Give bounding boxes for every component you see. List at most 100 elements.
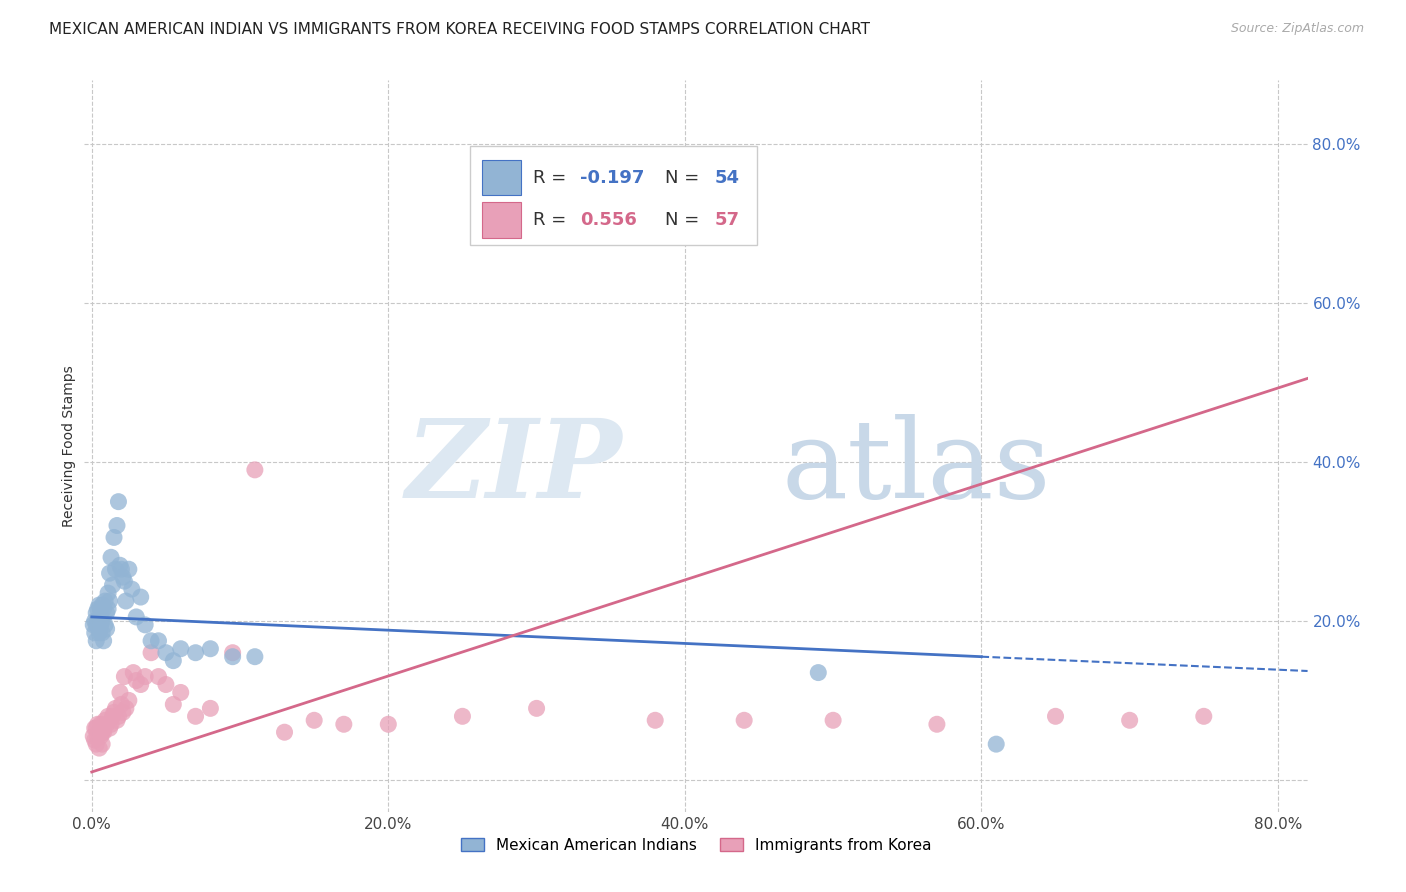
- Point: [162, 698, 184, 712]
- Text: -0.197: -0.197: [579, 169, 644, 186]
- Point: [162, 654, 184, 668]
- Point: [148, 669, 170, 683]
- Point: [86, 602, 108, 616]
- Point: [100, 717, 122, 731]
- Point: [110, 698, 132, 712]
- FancyBboxPatch shape: [482, 202, 522, 237]
- Point: [221, 649, 243, 664]
- Point: [89, 598, 111, 612]
- Point: [82, 729, 104, 743]
- Point: [83, 721, 105, 735]
- Point: [84, 618, 107, 632]
- Point: [93, 633, 115, 648]
- Point: [139, 633, 162, 648]
- Point: [83, 733, 105, 747]
- Point: [93, 725, 115, 739]
- Point: [139, 646, 162, 660]
- Legend: Mexican American Indians, Immigrants from Korea: Mexican American Indians, Immigrants fro…: [454, 831, 938, 859]
- Point: [94, 714, 117, 728]
- Point: [90, 717, 112, 731]
- Point: [148, 633, 170, 648]
- Point: [125, 610, 148, 624]
- Point: [155, 646, 177, 660]
- Point: [98, 566, 121, 581]
- Point: [184, 709, 207, 723]
- Point: [333, 717, 356, 731]
- Point: [170, 685, 193, 699]
- Point: [129, 677, 152, 691]
- Point: [986, 737, 1008, 751]
- Point: [96, 606, 118, 620]
- Point: [134, 669, 156, 683]
- Point: [83, 625, 105, 640]
- Point: [108, 685, 131, 699]
- Text: 54: 54: [714, 169, 740, 186]
- Point: [94, 618, 117, 632]
- Point: [200, 701, 222, 715]
- Point: [91, 725, 114, 739]
- Point: [84, 606, 107, 620]
- Text: N =: N =: [665, 169, 706, 186]
- Point: [101, 709, 124, 723]
- Point: [89, 725, 111, 739]
- Point: [94, 594, 117, 608]
- Point: [134, 618, 156, 632]
- Point: [89, 622, 111, 636]
- Point: [111, 570, 134, 584]
- Point: [91, 614, 114, 628]
- Point: [98, 721, 121, 735]
- Text: R =: R =: [533, 211, 572, 229]
- FancyBboxPatch shape: [470, 146, 758, 244]
- Text: ZIP: ZIP: [406, 414, 623, 522]
- Point: [84, 721, 107, 735]
- Text: 0.556: 0.556: [579, 211, 637, 229]
- Point: [526, 701, 548, 715]
- Point: [122, 665, 145, 680]
- Point: [83, 614, 105, 628]
- Point: [118, 562, 141, 576]
- Point: [89, 741, 111, 756]
- Point: [84, 737, 107, 751]
- Point: [108, 558, 131, 573]
- Point: [733, 714, 755, 728]
- Text: atlas: atlas: [782, 415, 1052, 522]
- Point: [86, 729, 108, 743]
- Point: [121, 582, 143, 596]
- Point: [118, 693, 141, 707]
- Point: [112, 574, 135, 589]
- Point: [103, 530, 125, 544]
- Point: [103, 706, 125, 720]
- Point: [97, 602, 120, 616]
- Point: [107, 494, 129, 508]
- Point: [200, 641, 222, 656]
- Text: N =: N =: [665, 211, 706, 229]
- Point: [105, 518, 128, 533]
- Point: [377, 717, 399, 731]
- Point: [243, 649, 266, 664]
- Point: [302, 714, 325, 728]
- Point: [644, 714, 666, 728]
- Point: [104, 562, 127, 576]
- FancyBboxPatch shape: [482, 160, 522, 195]
- Point: [451, 709, 474, 723]
- Point: [93, 721, 115, 735]
- Point: [104, 701, 127, 715]
- Point: [115, 701, 138, 715]
- Point: [243, 463, 266, 477]
- Text: MEXICAN AMERICAN INDIAN VS IMMIGRANTS FROM KOREA RECEIVING FOOD STAMPS CORRELATI: MEXICAN AMERICAN INDIAN VS IMMIGRANTS FR…: [49, 22, 870, 37]
- Point: [125, 673, 148, 688]
- Point: [1192, 709, 1215, 723]
- Point: [105, 714, 128, 728]
- Point: [111, 706, 134, 720]
- Point: [86, 717, 108, 731]
- Point: [90, 729, 112, 743]
- Point: [184, 646, 207, 660]
- Y-axis label: Receiving Food Stamps: Receiving Food Stamps: [62, 365, 76, 527]
- Point: [112, 669, 135, 683]
- Point: [96, 622, 118, 636]
- Point: [155, 677, 177, 691]
- Point: [807, 665, 830, 680]
- Point: [97, 709, 120, 723]
- Point: [100, 550, 122, 565]
- Point: [129, 590, 152, 604]
